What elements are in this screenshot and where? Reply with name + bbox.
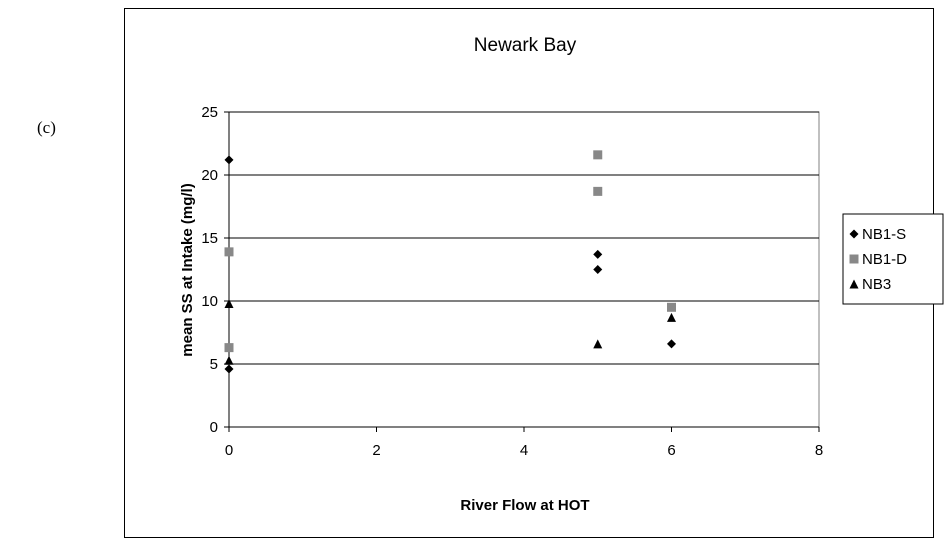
- data-point-nb3: [667, 312, 676, 322]
- legend-marker-nb1-d: [849, 254, 859, 264]
- data-point-nb3: [593, 339, 603, 349]
- legend-marker-nb3: [849, 279, 859, 289]
- data-point-nb1-d: [224, 343, 234, 353]
- plot-border: [228, 111, 820, 428]
- legend-box: [842, 213, 944, 305]
- x-tick-label: 0: [225, 442, 233, 459]
- legend-label-nb3: NB3: [862, 276, 891, 293]
- y-tick-label: 10: [201, 293, 218, 310]
- y-axis-label: mean SS at Intake (mg/l): [179, 183, 196, 356]
- panel-label: (c): [37, 118, 56, 137]
- y-tick-label: 15: [201, 230, 218, 247]
- data-point-nb1-d: [667, 302, 676, 312]
- y-tick-label: 25: [201, 104, 218, 121]
- data-point-nb1-s: [593, 265, 603, 274]
- plot-area: 0 5 10 15 20 25 0 2 4 6 8: [201, 104, 823, 459]
- x-tick-label: 6: [667, 442, 675, 459]
- legend-label-nb1-d: NB1-D: [862, 251, 907, 268]
- data-point-nb3: [224, 355, 234, 365]
- data-point-nb1-d: [593, 186, 603, 196]
- y-tick-label: 0: [210, 419, 218, 436]
- data-point-nb1-s: [224, 155, 234, 165]
- legend-label-nb1-s: NB1-S: [862, 226, 906, 243]
- x-axis-label: River Flow at HOT: [460, 497, 589, 514]
- x-tick-label: 8: [815, 442, 823, 459]
- legend: NB1-S NB1-D NB3: [842, 213, 944, 305]
- y-tick-label: 5: [210, 356, 218, 373]
- chart-title: Newark Bay: [474, 35, 577, 56]
- legend-marker-nb1-s: [849, 229, 859, 239]
- x-tick-label: 2: [372, 442, 380, 459]
- y-tick-label: 20: [201, 167, 218, 184]
- data-point-nb1-d: [593, 150, 603, 160]
- data-point-nb1-s: [667, 339, 676, 349]
- data-point-nb1-s: [224, 364, 234, 374]
- x-tick-label: 4: [520, 442, 528, 459]
- data-point-nb1-s: [593, 249, 603, 259]
- data-point-nb1-d: [224, 247, 234, 257]
- data-point-nb3: [224, 299, 234, 309]
